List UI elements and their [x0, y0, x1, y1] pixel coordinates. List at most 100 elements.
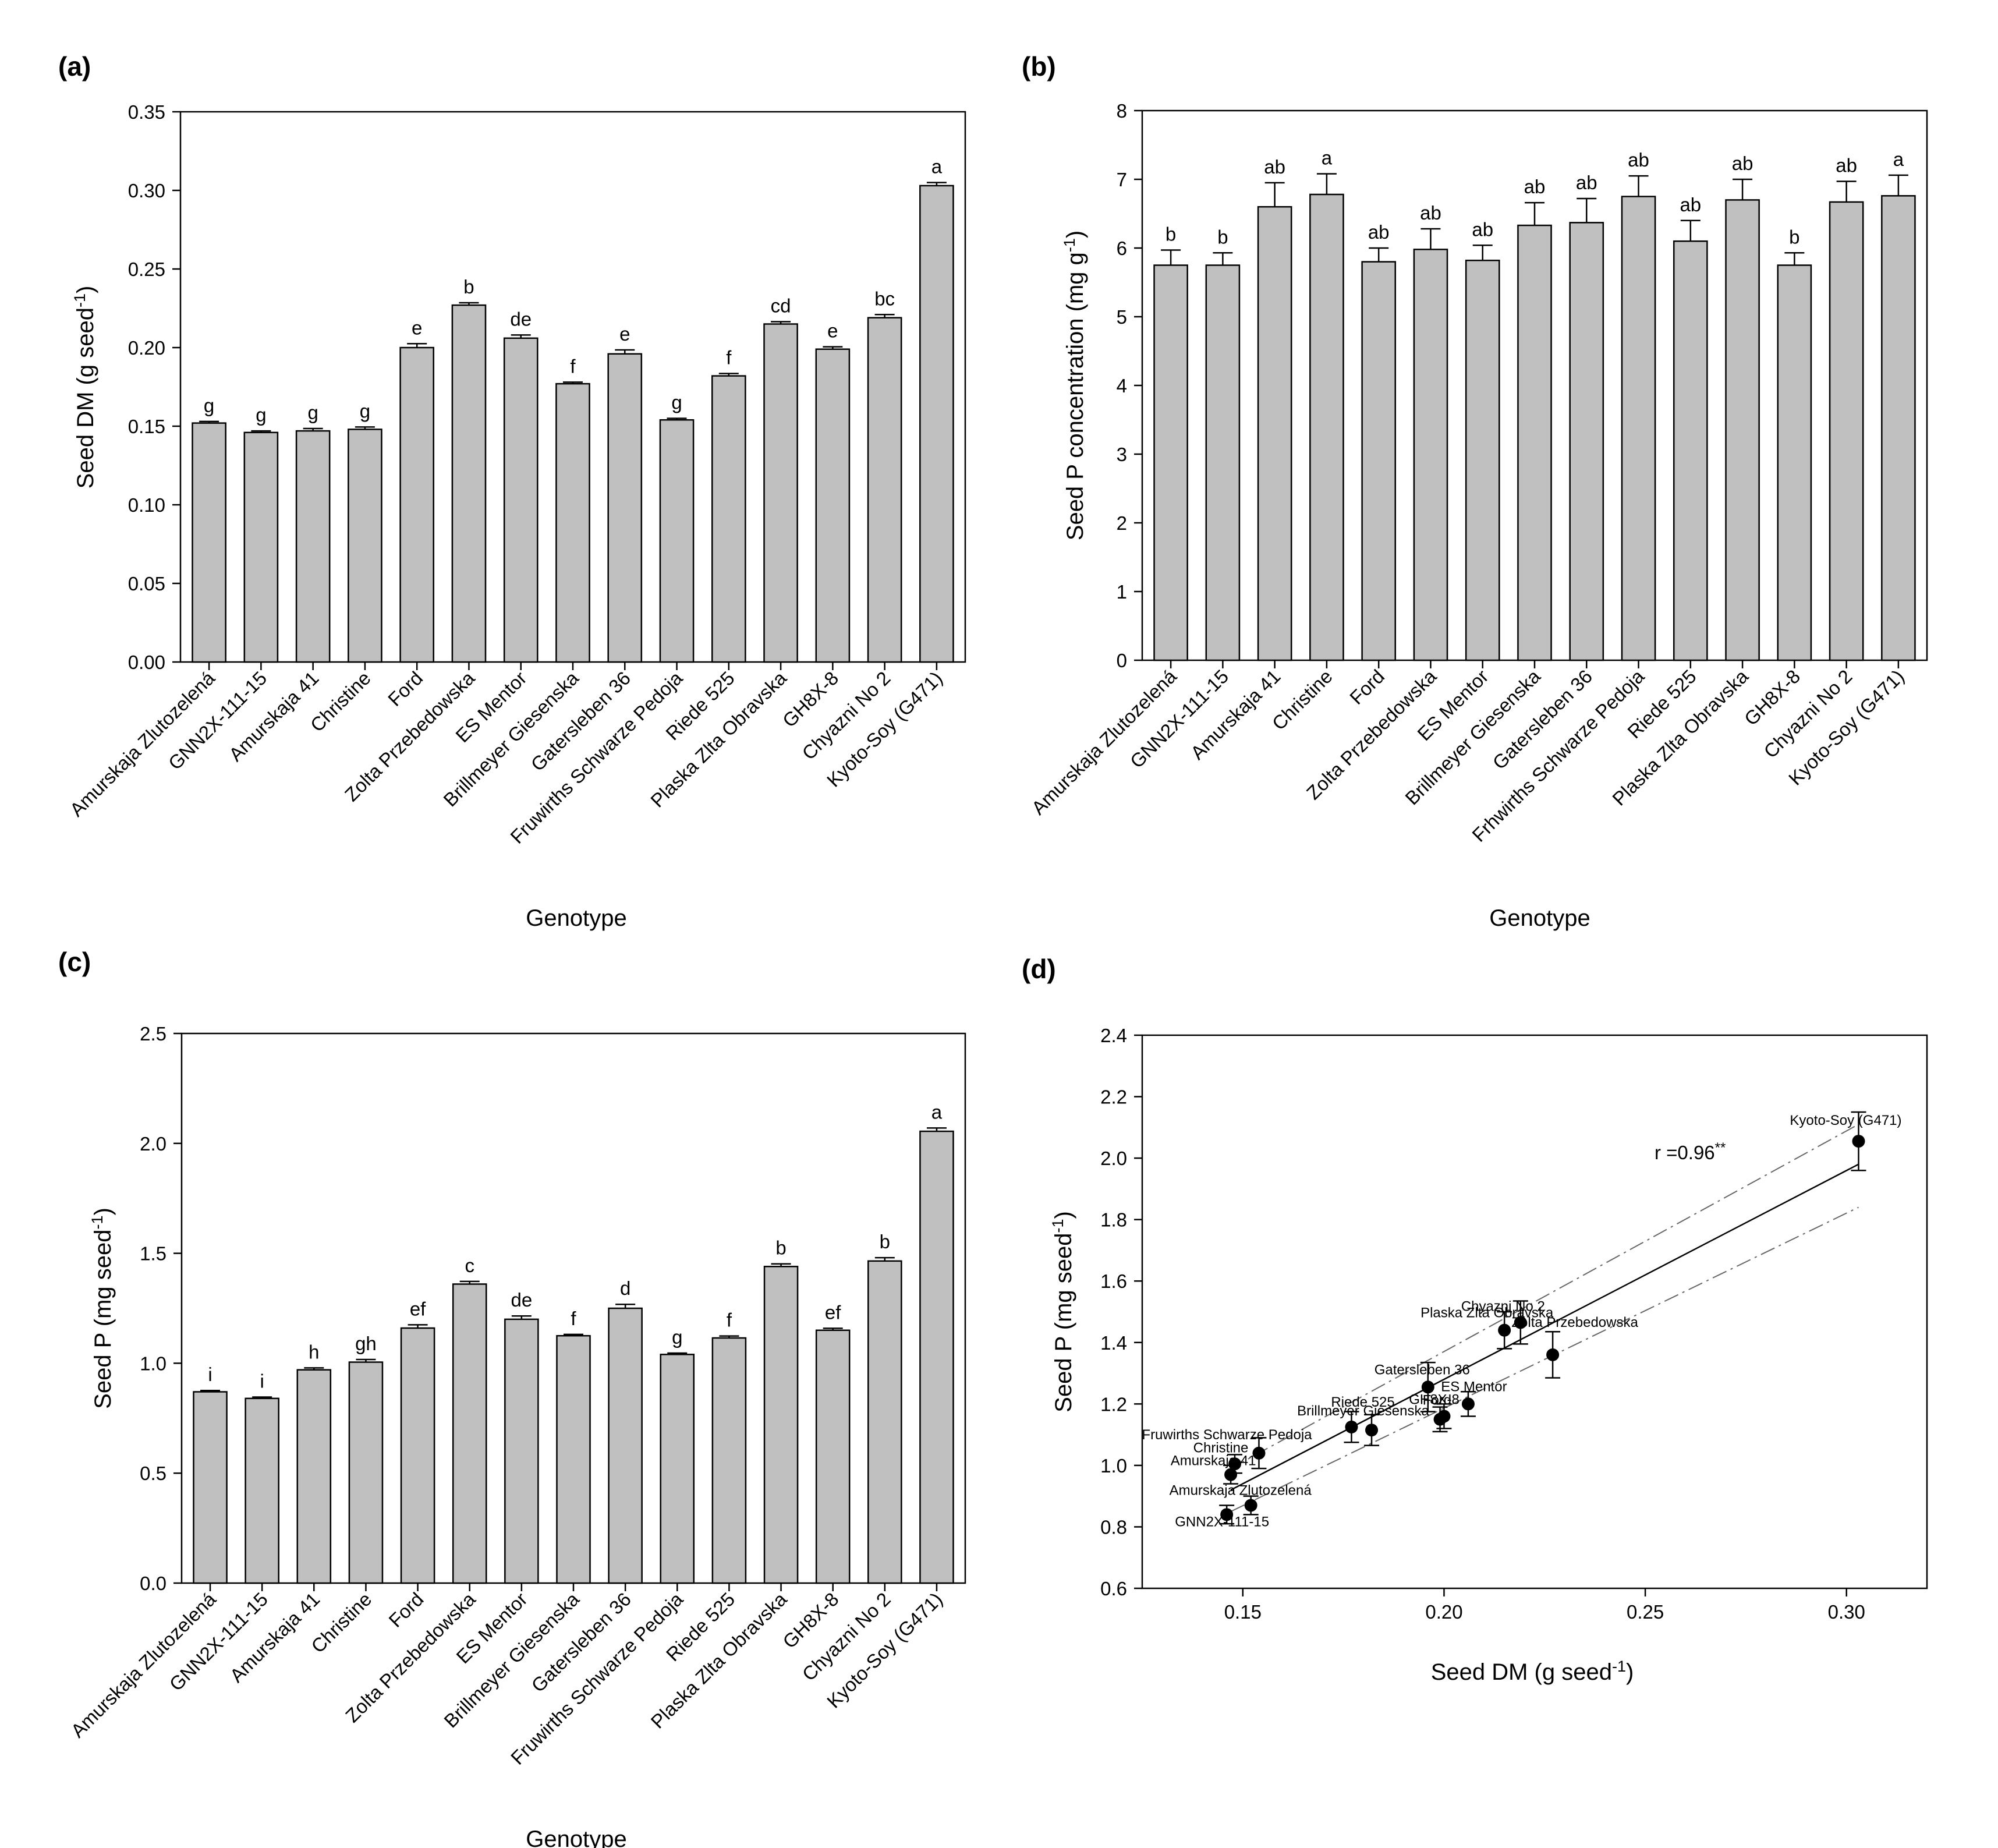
bar [1881, 195, 1916, 661]
bar [607, 353, 643, 663]
category-label: Amurskaja 41 [225, 667, 323, 766]
significance-letter: ab [1628, 149, 1649, 171]
correlation-annotation: r =0.96** [1655, 1140, 1726, 1163]
bar [1673, 240, 1708, 661]
significance-letter: e [827, 320, 838, 342]
y-tick-label: 0.25 [128, 259, 165, 280]
bar [295, 430, 331, 663]
bar [452, 1283, 487, 1584]
panel-label: (d) [1022, 954, 1056, 984]
data-point [1252, 1446, 1266, 1460]
category-label: Ford [384, 1588, 427, 1631]
point-label: Chyazni No 2 [1461, 1298, 1545, 1314]
y-axis-title: Seed DM (g seed-1) [71, 286, 98, 489]
y-tick-label: 0.30 [128, 180, 165, 201]
bar [192, 422, 226, 663]
y-axis-title: Seed P (mg seed-1) [88, 1208, 116, 1409]
significance-letter: ab [1576, 172, 1597, 193]
significance-letter: b [775, 1237, 786, 1259]
bar [400, 1327, 435, 1584]
y-tick-label: 2.0 [140, 1133, 166, 1155]
y-tick-label: 1.0 [1100, 1455, 1127, 1477]
bar [555, 383, 590, 663]
point-label: GNN2X-111-15 [1175, 1514, 1269, 1530]
significance-letter: g [307, 402, 318, 423]
bar [556, 1334, 591, 1584]
x-tick-label: 0.30 [1828, 1601, 1865, 1623]
data-point [1345, 1420, 1358, 1433]
data-point [1244, 1499, 1257, 1512]
significance-letter: ef [825, 1301, 841, 1323]
y-tick-label: 0 [1117, 650, 1127, 671]
significance-letter: ab [1524, 176, 1546, 197]
significance-letter: f [571, 1308, 576, 1329]
significance-letter: ab [1472, 218, 1493, 240]
y-tick-label: 0.15 [128, 416, 165, 437]
data-point [1433, 1412, 1447, 1426]
category-label: Amurskaja 41 [225, 1588, 324, 1687]
y-tick-label: 3 [1117, 444, 1127, 465]
bar [245, 1397, 279, 1584]
bar [867, 317, 902, 663]
bar [1725, 199, 1760, 661]
bar [1465, 259, 1500, 661]
bar [711, 375, 746, 663]
data-point [1220, 1508, 1234, 1521]
significance-letter: e [619, 323, 630, 345]
bar [919, 1130, 954, 1584]
bar [296, 1369, 332, 1584]
y-tick-label: 1.6 [1100, 1270, 1127, 1292]
category-label: Ford [384, 667, 427, 710]
data-point [1498, 1323, 1511, 1337]
significance-letter: g [671, 392, 682, 413]
point-label: Riede 525 [1331, 1394, 1394, 1410]
data-point [1224, 1468, 1238, 1481]
significance-letter: ab [1836, 155, 1857, 176]
y-tick-label: 6 [1117, 238, 1127, 259]
y-tick-label: 0.00 [128, 652, 165, 673]
bar [763, 1266, 799, 1584]
bar [1413, 249, 1448, 661]
panel-a-seed-dm-chart: (a) 0.00 0.05 0.10 0.15 0.20 0.25 0.30 0.35 g Amur… [58, 51, 966, 931]
data-point [1514, 1316, 1527, 1329]
panel-label: (b) [1022, 51, 1056, 82]
significance-letter: a [931, 156, 943, 178]
bar [659, 419, 695, 663]
significance-letter: e [412, 317, 422, 338]
significance-letter: ab [1420, 202, 1441, 224]
x-tick-label: 0.20 [1425, 1601, 1462, 1623]
y-tick-label: 4 [1117, 375, 1127, 396]
bar [919, 185, 954, 663]
panel-label: (a) [58, 51, 91, 82]
bar [608, 1307, 643, 1584]
bar [815, 348, 851, 663]
point-label: Plaska Zlta Obravska [1420, 1305, 1554, 1321]
significance-letter: i [208, 1364, 212, 1385]
y-tick-label: 0.20 [128, 337, 165, 359]
significance-letter: b [880, 1231, 890, 1252]
significance-letter: de [510, 308, 532, 330]
bar [867, 1260, 902, 1584]
bar [1361, 261, 1397, 661]
plot-frame [1141, 1034, 1928, 1589]
point-label: Gatersleben 36 [1374, 1362, 1470, 1378]
y-tick-label: 1.2 [1100, 1393, 1127, 1415]
category-label: Amurskaja 41 [1186, 665, 1285, 764]
significance-letter: gh [355, 1333, 377, 1354]
point-label: Brillmeyer Giesenska [1297, 1403, 1429, 1419]
point-label: Fruwirths Schwarze Pedoja [1142, 1427, 1312, 1443]
significance-letter: b [1166, 224, 1176, 245]
y-axis-title: Seed P concentration (mg g-1) [1061, 231, 1088, 540]
bar [503, 337, 539, 663]
bar [399, 346, 435, 663]
point-label: Zolta Przebedowska [1511, 1315, 1638, 1330]
x-axis-title: Seed DM (g seed-1) [1431, 1658, 1634, 1685]
bar [1829, 201, 1864, 661]
y-tick-label: 2.0 [1100, 1148, 1127, 1169]
significance-letter: ab [1264, 156, 1285, 178]
y-tick-label: 0.5 [140, 1463, 166, 1484]
significance-letter: a [1893, 148, 1904, 170]
y-tick-label: 8 [1117, 100, 1127, 122]
y-tick-label: 0.05 [128, 573, 165, 594]
